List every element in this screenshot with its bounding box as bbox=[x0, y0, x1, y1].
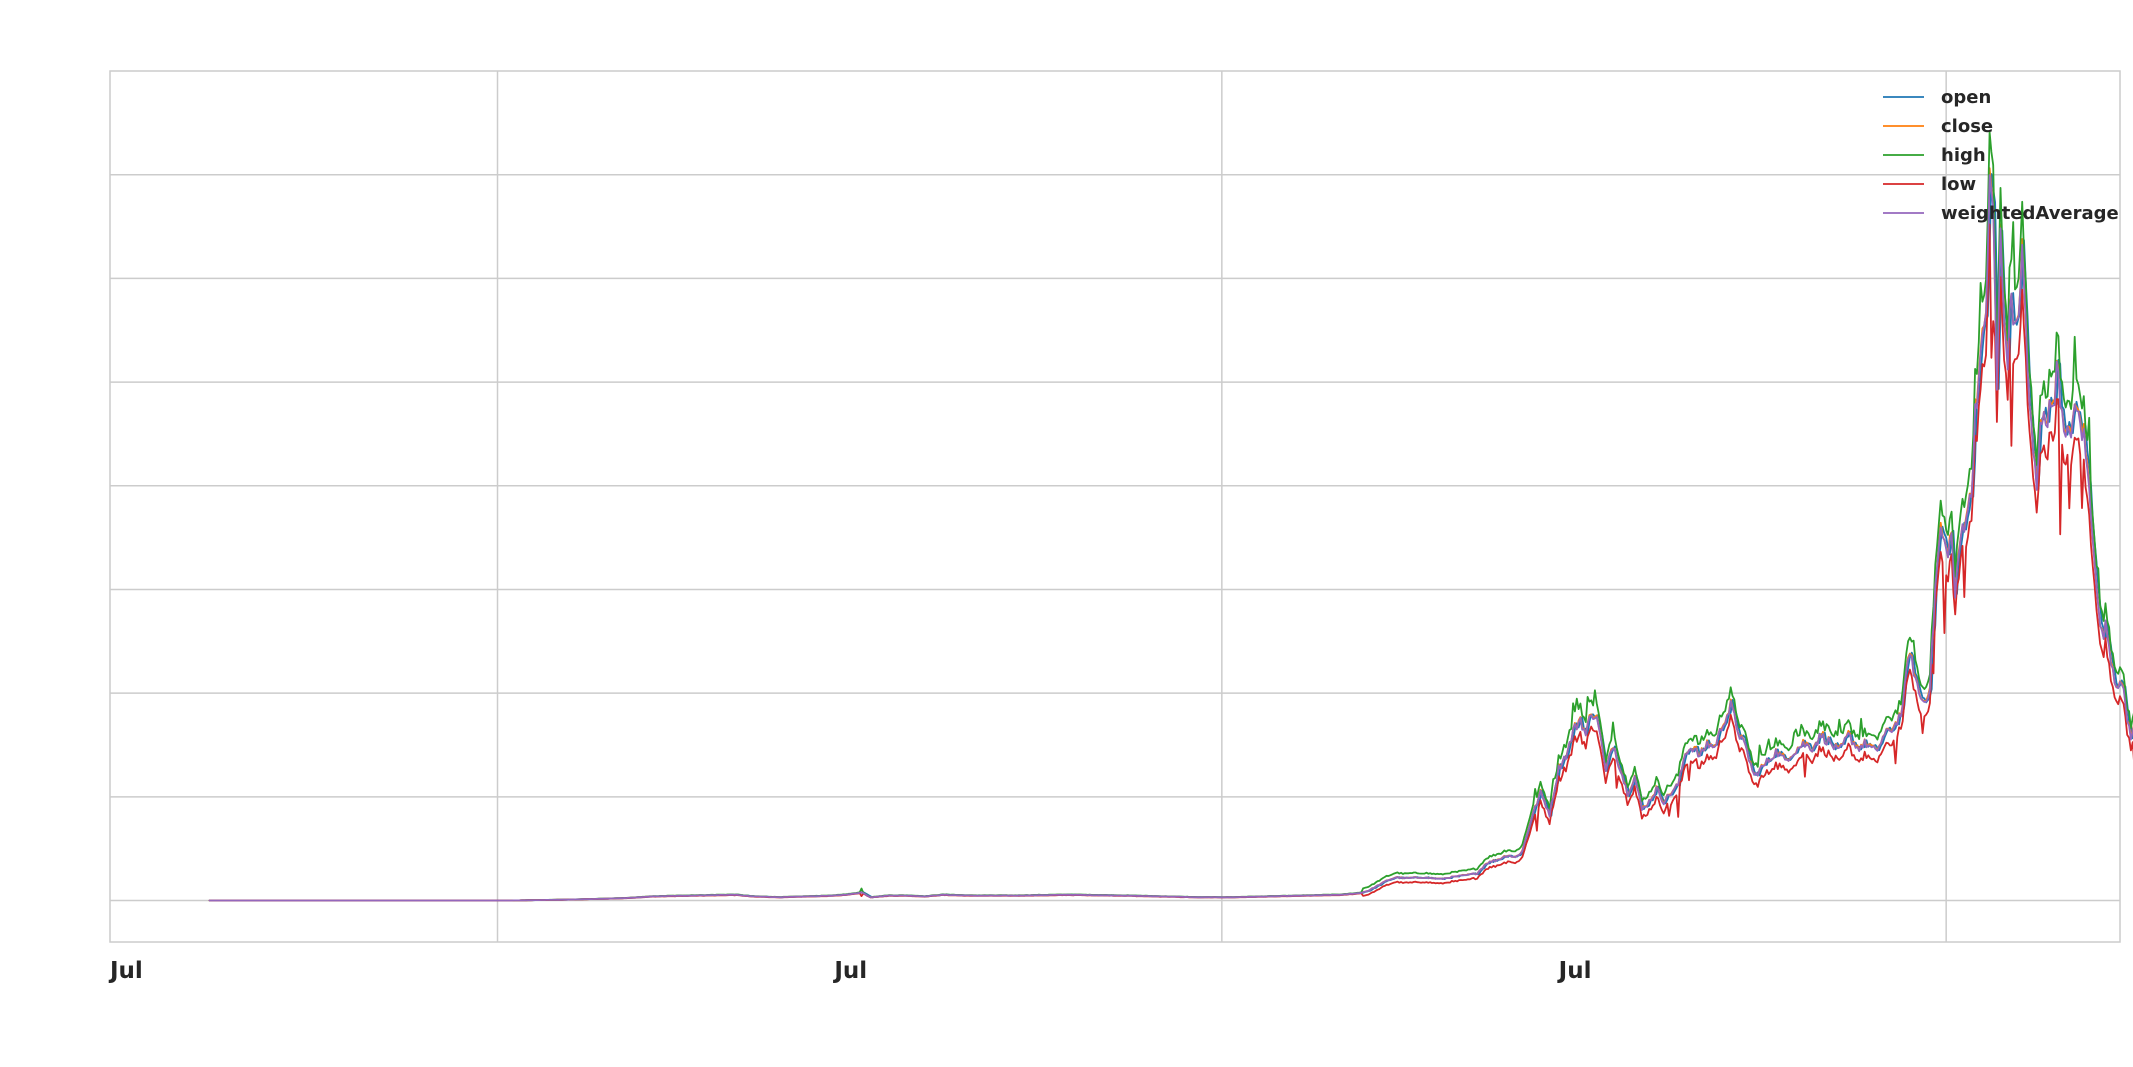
legend-label-high: high bbox=[1941, 145, 1986, 166]
plot-area bbox=[109, 70, 2121, 943]
x-tick-label-0: Jul bbox=[108, 958, 143, 984]
legend-label-close: close bbox=[1941, 116, 1993, 137]
x-axis-ticks: Jul Jul Jul bbox=[108, 958, 1591, 984]
grid bbox=[110, 71, 2120, 942]
series-line-weightedAverage bbox=[208, 174, 2133, 902]
legend-label-weightedAverage: weightedAverage bbox=[1941, 203, 2119, 224]
legend-label-open: open bbox=[1941, 87, 1991, 108]
x-tick-label-2: Jul bbox=[1557, 958, 1592, 984]
x-tick-label-1: Jul bbox=[832, 958, 867, 984]
legend-label-low: low bbox=[1941, 174, 1976, 195]
series-lines bbox=[208, 131, 2133, 902]
legend: open close high low weightedAverage bbox=[1883, 87, 2119, 224]
